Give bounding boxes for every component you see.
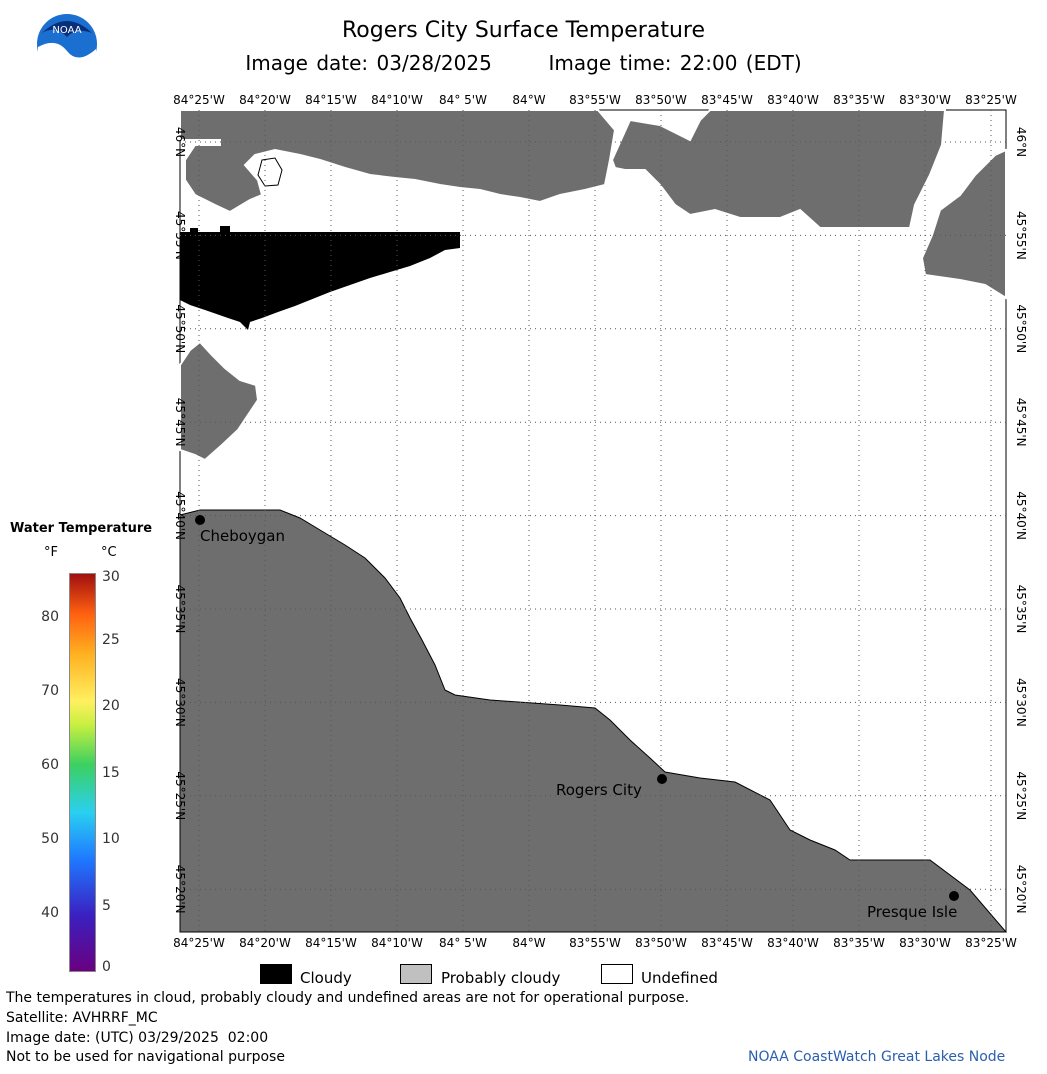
lon-label: 84°W [512,93,545,107]
c-tick: 10 [102,831,120,847]
city-cheboygan: Cheboygan [195,515,285,545]
c-tick: 15 [102,765,120,781]
lat-label: 46°N [1014,127,1028,157]
color-scale-bar [69,573,96,972]
lon-label: 83°45'W [701,936,753,950]
lon-label: 83°50'W [635,936,687,950]
lat-label: 45°40'N [173,491,187,540]
image-date: Image date: 03/28/2025 [245,51,492,75]
city-marker [657,774,667,784]
lon-label: 84°20'W [239,936,291,950]
f-tick: 60 [41,757,59,773]
unit-fahrenheit: °F [44,545,58,560]
f-tick: 40 [41,905,59,921]
lat-label: 45°35'N [1014,585,1028,634]
lon-label: 84°15'W [305,93,357,107]
lat-label: 45°30'N [1014,678,1028,727]
lat-labels-left: 46°N 45°55'N 45°50'N 45°45'N 45°40'N 45°35'N 4… [173,127,187,914]
footer-credit: NOAA CoastWatch Great Lakes Node [748,1049,1006,1065]
lon-label: 84°W [512,936,545,950]
lat-label: 45°25'N [173,771,187,820]
footer-disclaimer: The temperatures in cloud, probably clou… [6,990,690,1006]
image-datetime: Image date: 03/28/2025 Image time: 22:00… [0,51,1047,75]
lat-label: 45°40'N [1014,491,1028,540]
lon-labels-top: 84°25'W 84°20'W 84°15'W 84°10'W 84° 5'W 84°W 8… [173,93,1017,107]
lon-label: 84°15'W [305,936,357,950]
city-label: Presque Isle [867,903,957,921]
footer-nav-warning: Not to be used for navigational purpose [6,1049,285,1065]
key-label-undefined: Undefined [641,969,718,987]
image-time: Image time: 22:00 (EDT) [548,51,802,75]
lon-label: 84°10'W [371,93,423,107]
lon-label: 83°25'W [965,936,1017,950]
city-rogers-city: Rogers City [556,774,667,799]
city-label: Cheboygan [200,527,285,545]
lat-label: 45°45'N [173,398,187,447]
land-north [179,109,1007,300]
island-lake [257,157,283,187]
footer-satellite: Satellite: AVHRRF_MC [6,1010,158,1026]
f-tick: 80 [41,609,59,625]
land-south [179,509,1008,933]
lat-label: 45°50'N [1014,304,1028,353]
unit-celsius: °C [101,545,117,560]
lat-label: 45°45'N [1014,398,1028,447]
graticule [180,110,1006,932]
land-bois-blanc-east [920,148,1007,300]
noaa-logo-text: NOAA [52,25,81,36]
c-tick: 0 [102,959,111,975]
f-tick: 50 [41,831,59,847]
c-tick: 25 [102,632,120,648]
lon-label: 84°20'W [239,93,291,107]
land-north-east [610,109,947,229]
page-title: Rogers City Surface Temperature [341,18,706,43]
lon-labels-bottom: 84°25'W 84°20'W 84°15'W 84°10'W 84° 5'W 84°W 8… [173,936,1017,950]
lat-label: 45°55'N [173,211,187,260]
c-tick: 5 [102,898,111,914]
lon-label: 83°50'W [635,93,687,107]
lat-label: 45°20'N [1014,865,1028,914]
noaa-logo: NOAA [37,14,97,75]
city-marker [949,891,959,901]
lat-label: 45°35'N [173,585,187,634]
key-swatch-probably-cloudy [400,964,432,984]
key-label-probably-cloudy: Probably cloudy [441,969,561,987]
lat-label: 45°20'N [173,865,187,914]
city-marker [195,515,205,525]
key-swatch-undefined [601,964,633,984]
lat-label: 46°N [173,127,187,157]
key-label-cloudy: Cloudy [300,969,352,987]
lat-labels-right: 46°N 45°55'N 45°50'N 45°45'N 45°40'N 45°35'N 4… [1014,127,1028,914]
f-tick: 70 [41,683,59,699]
lon-label: 84° 5'W [439,93,487,107]
lat-label: 45°50'N [173,304,187,353]
lon-label: 83°40'W [767,936,819,950]
lon-label: 83°30'W [899,936,951,950]
lon-label: 84°25'W [173,93,225,107]
lat-label: 45°25'N [1014,771,1028,820]
lon-label: 83°25'W [965,93,1017,107]
lon-label: 83°55'W [569,936,621,950]
city-label: Rogers City [556,781,642,799]
c-tick: 20 [102,698,120,714]
lat-label: 45°55'N [1014,211,1028,260]
footer-utc-date: Image date: (UTC) 03/29/2025 02:00 [6,1030,269,1046]
lon-label: 83°55'W [569,93,621,107]
key-swatch-cloudy [260,964,292,984]
lat-label: 45°30'N [173,678,187,727]
cloudy-area [180,226,460,330]
c-tick: 30 [102,569,120,585]
lon-label: 83°40'W [767,93,819,107]
lon-label: 83°45'W [701,93,753,107]
lon-label: 84°25'W [173,936,225,950]
lon-label: 83°35'W [833,936,885,950]
city-presque-isle: Presque Isle [867,891,959,921]
lon-label: 83°30'W [899,93,951,107]
lon-label: 84°10'W [371,936,423,950]
legend-title: Water Temperature [10,521,153,536]
lon-label: 83°35'W [833,93,885,107]
lon-label: 84° 5'W [439,936,487,950]
